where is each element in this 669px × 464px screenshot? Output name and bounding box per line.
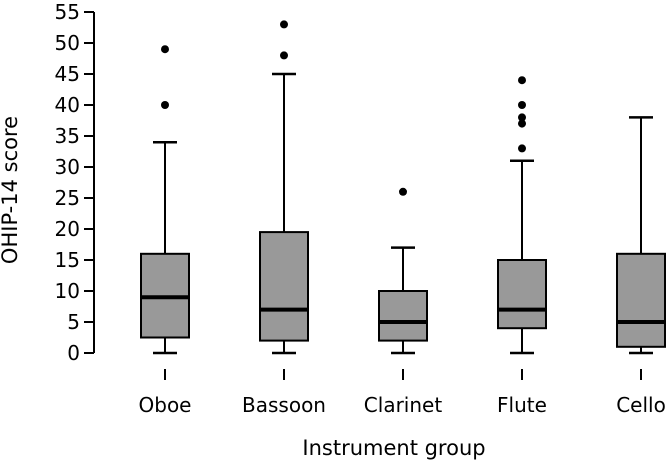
box-bassoon — [259, 20, 309, 355]
iqr-box — [616, 252, 666, 348]
outlier-point — [280, 20, 288, 29]
y-tick-label: 35 — [55, 124, 80, 148]
box-cello — [616, 116, 666, 355]
iqr-box — [259, 231, 309, 342]
box-oboe — [140, 45, 190, 355]
box-series — [140, 20, 666, 355]
outlier-point — [161, 101, 169, 109]
y-axis-title: OHIP-14 score — [0, 116, 22, 264]
outlier-point — [518, 144, 526, 153]
y-tick-label: 50 — [55, 31, 80, 55]
x-axis-title: Instrument group — [302, 436, 485, 460]
box-flute — [497, 76, 547, 355]
box-clarinet — [378, 187, 428, 355]
iqr-box — [378, 290, 428, 342]
outlier-point — [399, 187, 407, 196]
iqr-box — [497, 259, 547, 330]
x-tick-label: Bassoon — [242, 393, 326, 417]
y-tick-label: 15 — [55, 248, 80, 272]
x-tick-label: Oboe — [139, 393, 192, 417]
outlier-point — [518, 113, 526, 122]
x-tick-label: Cello — [616, 393, 666, 417]
y-tick-label: 10 — [55, 279, 80, 303]
y-tick-label: 0 — [67, 341, 80, 365]
y-tick-label: 25 — [55, 186, 80, 210]
outlier-point — [161, 45, 169, 54]
outlier-point — [518, 101, 526, 109]
x-axis: Oboe Bassoon Clarinet Flute Cello — [139, 369, 666, 417]
outlier-point — [518, 119, 526, 128]
x-tick-label: Flute — [497, 393, 547, 417]
x-tick-label: Clarinet — [364, 393, 443, 417]
y-tick-label: 45 — [55, 62, 80, 86]
y-tick-label: 20 — [55, 217, 80, 241]
y-tick-label: 5 — [67, 310, 80, 334]
y-axis: 0 5 10 15 20 25 30 35 40 45 50 55 — [55, 0, 95, 365]
outlier-point — [518, 76, 526, 85]
outlier-point — [280, 51, 288, 60]
y-tick-label: 55 — [55, 0, 80, 24]
y-tick-label: 40 — [55, 93, 80, 117]
y-tick-label: 30 — [55, 155, 80, 179]
